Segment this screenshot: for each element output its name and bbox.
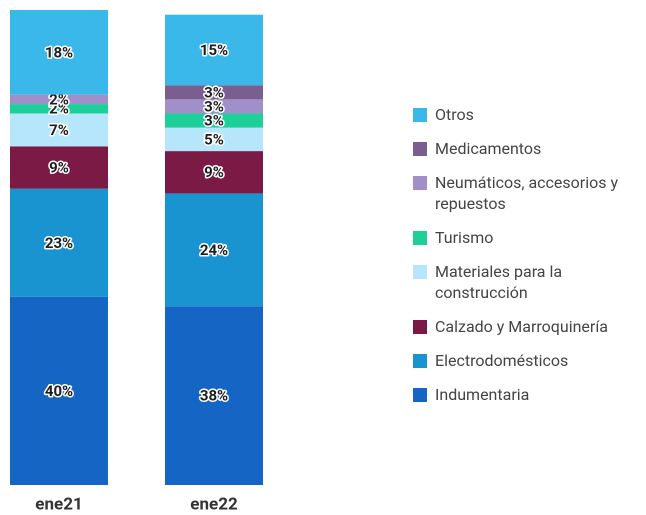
data-label: 7% [49,121,69,139]
legend-item: Neumáticos, accesorios y repuestos [413,172,643,214]
legend-swatch [413,320,427,334]
data-label: 3% [204,83,224,101]
legend-item: Medicamentos [413,138,643,159]
bar-segment [165,193,263,307]
bar-segment [165,14,263,86]
legend-label: Neumáticos, accesorios y repuestos [435,173,619,213]
legend-item: Materiales para la construcción [413,261,643,303]
legend-item: Otros [413,104,643,125]
legend-item: Turismo [413,227,643,248]
bar-segment [165,85,263,100]
legend-swatch [413,354,427,368]
legend-swatch [413,108,427,122]
legend: Otros Medicamentos Neumáticos, accesorios … [413,104,643,418]
bar-segment [10,146,108,189]
data-label: 9% [204,163,224,181]
data-label: 5% [204,130,224,148]
bar-segment [10,10,108,95]
data-label: 24% [200,241,228,259]
legend-label: Indumentaria [435,385,530,404]
legend-item: Electrodomésticos [413,350,643,371]
bar-segment [165,127,263,152]
data-label: 38% [200,387,228,405]
legend-swatch [413,231,427,245]
legend-label: Electrodomésticos [435,351,569,370]
legend-swatch [413,176,427,190]
bar-segment [10,296,108,485]
data-label: 3% [204,97,224,115]
bar-segment [10,113,108,147]
bar-segment [165,99,263,114]
data-label: 15% [200,41,228,59]
bar-segment [10,104,108,114]
legend-label: Turismo [435,228,494,247]
bar-segment [10,188,108,297]
legend-swatch [413,142,427,156]
legend-label: Medicamentos [435,139,542,158]
bar-segment [165,306,263,485]
bar-segment [165,151,263,194]
x-tick-label: ene21 [35,494,82,514]
legend-swatch [413,388,427,402]
legend-item: Calzado y Marroquinería [413,316,643,337]
legend-label: Materiales para la construcción [435,262,563,302]
legend-item: Indumentaria [413,384,643,405]
data-label: 18% [45,43,73,61]
bar-segment [165,113,263,128]
legend-label: Otros [435,105,474,124]
legend-label: Calzado y Marroquinería [435,317,608,336]
legend-swatch [413,265,427,279]
data-label: 9% [49,159,69,177]
bar-segment [10,94,108,105]
x-tick-label: ene22 [190,494,238,514]
data-label: 23% [45,234,73,252]
data-label: 40% [45,382,73,400]
data-label: 3% [204,111,224,129]
